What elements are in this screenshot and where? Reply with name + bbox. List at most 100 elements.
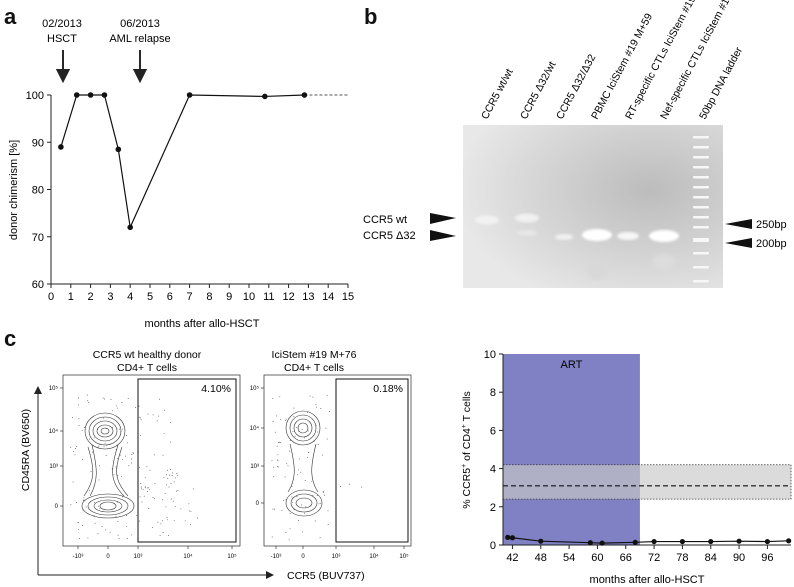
flow-event [172,500,174,502]
flow1-gate [137,378,237,543]
ccr5-point [786,538,792,544]
flow-event [74,448,76,449]
flow-event [284,476,286,478]
flow-event [171,472,173,474]
ccr5-point [708,538,714,545]
chimerism-y-tick-label: 90 [32,137,44,149]
flow1-gate-value: 4.10% [201,383,231,395]
flow-event [105,428,107,430]
flow-event [294,435,296,437]
panel-label-b: b [364,4,377,29]
flow-event [272,397,274,399]
chimerism-point [115,146,122,153]
flow-event [320,408,322,410]
flow-event [146,491,148,492]
flow-event [278,442,279,444]
flow-event [131,454,133,456]
flow-event [154,482,156,484]
flow-event [305,506,307,508]
reference-range [502,464,792,500]
flow-event [169,421,171,423]
flow-event [141,488,142,490]
flow-event [72,481,74,483]
flow-event [319,502,321,504]
flow-event [280,418,282,420]
flow-event [281,509,283,511]
flow-event [311,480,313,482]
flow-event [105,529,106,531]
ccr5-point [538,538,544,544]
flow-event [126,442,128,444]
flow-event [109,531,111,533]
flow-event [102,397,104,399]
flow-event [126,538,128,539]
flow-event [121,475,122,477]
flow-event [140,417,142,419]
flow-event [83,427,85,428]
ladder-band [693,266,709,269]
flow-event [276,459,278,461]
flow-event [162,532,164,533]
ccr5-point [599,540,605,546]
flow-event [280,442,281,444]
flow-event [317,444,319,445]
flow-event [169,474,170,476]
ccr5-point [632,539,638,545]
flow-event [156,420,158,422]
flow-event [307,457,309,459]
flow-event [177,489,179,491]
flow-event [164,492,166,494]
flow-event [110,399,112,401]
flow-event [180,508,182,510]
flow-event [284,419,286,421]
flow-event [291,496,293,498]
flow-event [327,510,329,512]
flow-event [292,430,294,432]
chimerism-axes [50,95,348,285]
flow-event [125,515,127,516]
flow-y-tick-label: 10⁵ [49,385,59,392]
flow-event [274,508,275,510]
ccr5-y-tick-label: 10 [484,349,496,361]
flow-event [82,524,84,526]
flow-x-tick-label: -10³ [271,554,282,560]
flow-event [158,398,160,400]
flow-event [140,486,142,488]
flow-event [163,432,165,434]
flow-event [189,510,191,512]
flow-event [291,485,293,487]
flow-event [157,521,159,523]
flow-event [298,430,300,432]
flow-event [143,495,145,497]
flow-event [166,517,168,518]
flow-event [272,508,274,510]
flow-event [173,481,175,483]
flow-event [98,479,100,481]
flow-event [131,462,133,464]
flow-event [158,415,159,417]
flow-event [78,397,80,399]
flow-event [360,486,362,488]
flow-event [103,417,105,419]
flow-event [121,428,123,430]
flow-event [138,520,140,522]
flow-x-tick-label: 0 [106,554,110,560]
flow-event [297,474,299,476]
flow-event [116,458,118,460]
flow-event [165,506,167,508]
flow-event [162,520,164,522]
flow-event [140,435,141,437]
ccr5-x-tick-label: 72 [648,552,660,564]
flow-event [153,454,155,456]
flow-event [325,427,327,429]
chimerism-point [87,92,94,98]
flow-x-tick-label: 10⁴ [183,553,193,560]
flow-event [163,476,165,478]
ccr5-point [679,538,686,545]
ladder-band [693,206,709,209]
ladder-band [693,238,709,242]
flow-event [326,438,328,440]
flow-event [75,502,77,503]
anno-hsct-date: 02/2013 [42,18,82,30]
flow-event [98,465,100,467]
